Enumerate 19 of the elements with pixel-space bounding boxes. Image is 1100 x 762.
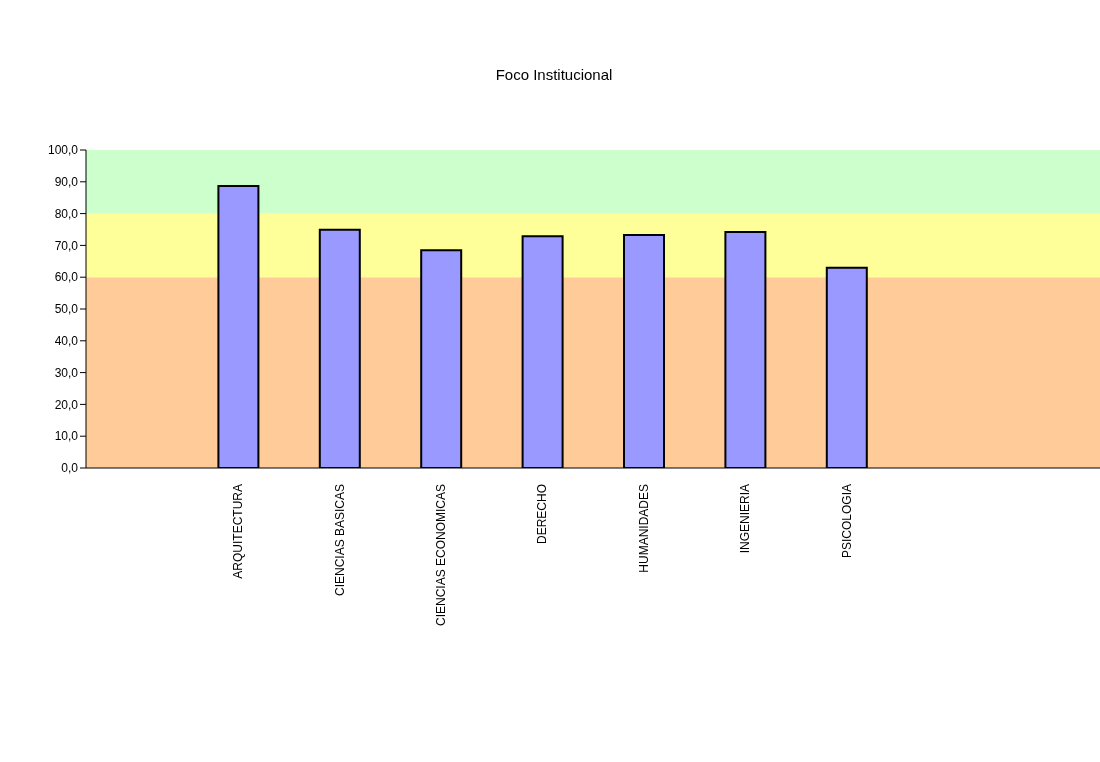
y-tick-label: 10,0 xyxy=(54,429,79,444)
x-tick-label: PSICOLOGIA xyxy=(839,484,854,559)
y-tick-label: 80,0 xyxy=(54,206,79,221)
y-tick-label: 0,0 xyxy=(61,461,79,476)
y-tick-label: 90,0 xyxy=(54,175,79,190)
x-tick-label: CIENCIAS BASICAS xyxy=(332,484,347,597)
x-tick-label: ARQUITECTURA xyxy=(231,484,246,579)
y-tick-label: 50,0 xyxy=(54,302,79,317)
y-tick-label: 30,0 xyxy=(54,365,79,380)
x-tick-label: HUMANIDADES xyxy=(636,484,651,573)
chart-title: Foco Institucional xyxy=(494,66,614,83)
y-tick-label: 20,0 xyxy=(54,397,79,412)
y-tick-label: 60,0 xyxy=(54,270,79,285)
y-tick-label: 100,0 xyxy=(47,143,79,158)
x-tick-label: INGENIERIA xyxy=(738,484,753,554)
y-tick-label: 40,0 xyxy=(54,334,79,349)
x-tick-label: DERECHO xyxy=(535,484,550,545)
x-tick-label: CIENCIAS ECONOMICAS xyxy=(433,484,448,627)
y-tick-label: 70,0 xyxy=(54,238,79,253)
